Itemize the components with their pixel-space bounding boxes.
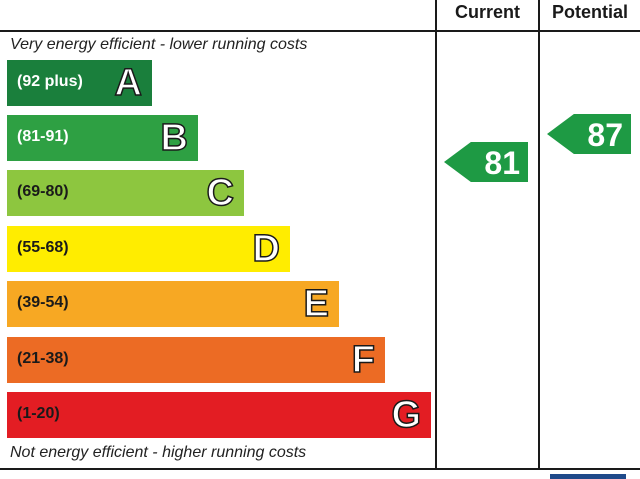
- band-e: (39-54) E: [7, 281, 339, 327]
- band-a: (92 plus) A: [7, 60, 152, 106]
- band-range-label: (55-68): [17, 239, 69, 256]
- band-range-label: (81-91): [17, 128, 69, 145]
- current-column-header: Current: [454, 2, 520, 22]
- column-divider-right: [538, 0, 540, 470]
- footer-rule: [0, 468, 640, 470]
- potential-rating-value: 87: [587, 117, 623, 153]
- band-letter: F: [351, 338, 376, 382]
- band-letter: G: [391, 393, 422, 437]
- caption-top: Very energy efficient - lower running co…: [10, 36, 308, 53]
- band-f: (21-38) F: [7, 337, 385, 383]
- bottom-tab: [550, 474, 626, 479]
- band-letter: A: [114, 61, 143, 105]
- band-range-label: (21-38): [17, 350, 69, 367]
- band-range-label: (92 plus): [17, 73, 83, 90]
- potential-column-header: Potential: [551, 2, 628, 22]
- potential-rating-marker: 87: [547, 114, 631, 154]
- band-d: (55-68) D: [7, 226, 290, 272]
- band-letter: D: [252, 227, 281, 271]
- band-range-label: (39-54): [17, 294, 69, 311]
- band-range-label: (1-20): [17, 405, 60, 422]
- current-rating-value: 81: [484, 145, 520, 181]
- current-rating-marker: 81: [444, 142, 528, 182]
- band-b: (81-91) B: [7, 115, 198, 161]
- band-c: (69-80) C: [7, 170, 244, 216]
- band-letter: B: [160, 116, 189, 160]
- column-divider-left: [435, 0, 437, 470]
- band-letter: E: [303, 282, 330, 326]
- band-letter: C: [206, 171, 235, 215]
- band-range-label: (69-80): [17, 183, 69, 200]
- band-g: (1-20) G: [7, 392, 431, 438]
- header-rule: [0, 30, 640, 32]
- caption-bottom: Not energy efficient - higher running co…: [10, 444, 307, 461]
